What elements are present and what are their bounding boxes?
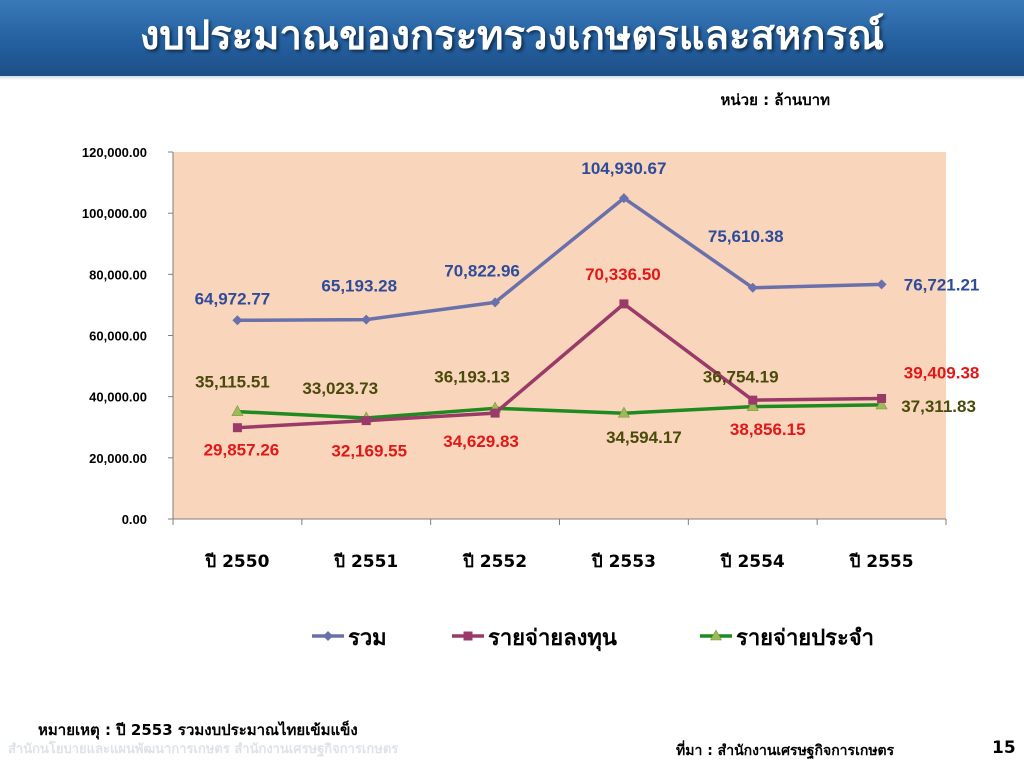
data-point-regular [617, 406, 630, 418]
data-label: 36,193.13 [434, 367, 510, 386]
y-tick-label: 80,000.00 [89, 267, 147, 282]
legend-marker [463, 631, 473, 641]
data-labels-regular: 35,115.51 33,023.73 36,193.13 34,594.17 36,7… [195, 367, 976, 447]
page-number: 15 [992, 738, 1016, 758]
legend-label: รวม [348, 626, 387, 651]
data-point-total [618, 193, 629, 204]
data-point-investment [619, 299, 629, 309]
data-label: 34,629.83 [443, 432, 519, 451]
data-point-regular [746, 399, 759, 411]
x-tick-label: ปี 2553 [591, 551, 656, 572]
data-label: 35,115.51 [195, 373, 270, 392]
data-label: 75,610.38 [708, 227, 784, 246]
data-label: 76,721.21 [904, 275, 980, 294]
unit-label: หน่วย : ล้านบาท [720, 91, 831, 109]
x-tick-label: ปี 2554 [720, 551, 785, 572]
data-label: 33,023.73 [302, 379, 378, 398]
data-label: 34,594.17 [606, 428, 682, 447]
data-labels-investment: 29,857.26 32,169.55 34,629.83 70,336.50 38,8… [204, 265, 980, 461]
legend-item-investment: รายจ่ายลงทุน [452, 626, 617, 652]
data-label: 70,822.96 [444, 261, 520, 280]
legend-item-total: รวม [312, 626, 387, 651]
series-total [232, 193, 887, 326]
data-label: 37,311.83 [901, 397, 976, 416]
data-point-total [876, 279, 887, 290]
slide-title: งบประมาณของกระทรวงเกษตรและสหกรณ์ [139, 13, 885, 59]
data-point-investment [232, 423, 242, 433]
data-label: 38,856.15 [730, 420, 806, 439]
data-point-total [361, 314, 372, 325]
y-tick-label: 100,000.00 [82, 206, 147, 221]
data-point-investment [490, 408, 500, 418]
legend-item-regular: รายจ่ายประจำ [700, 626, 874, 651]
x-tick-label: ปี 2555 [849, 551, 914, 572]
title-banner: งบประมาณของกระทรวงเกษตรและสหกรณ์ [0, 0, 1024, 76]
data-point-regular [231, 404, 244, 416]
legend-marker [323, 631, 333, 641]
y-tick-label: 20,000.00 [89, 451, 147, 466]
y-tick-label: 60,000.00 [89, 329, 147, 344]
data-label: 104,930.67 [581, 159, 666, 178]
legend-marker [709, 629, 723, 641]
data-labels-total: 64,972.77 65,193.28 70,822.96 104,930.67 75,… [195, 159, 980, 308]
x-tick-label: ปี 2552 [462, 551, 527, 572]
data-point-total [747, 282, 758, 293]
data-label: 32,169.55 [331, 442, 407, 461]
data-point-investment [877, 393, 887, 403]
x-tick-label: ปี 2550 [205, 551, 270, 572]
title-divider [0, 76, 1024, 80]
data-point-total [490, 297, 501, 308]
y-tick-label: 40,000.00 [89, 390, 147, 405]
y-tick-label: 120,000.00 [82, 145, 147, 160]
series-investment [232, 299, 887, 433]
data-point-investment [361, 416, 371, 426]
series-line-total [237, 196, 882, 323]
legend: รวม รายจ่ายลงทุน รายจ่ายประจำ [312, 626, 874, 652]
data-point-investment [748, 395, 758, 405]
plot-area [173, 152, 946, 519]
data-point-regular [875, 398, 888, 410]
series-line-regular [237, 403, 882, 420]
y-tick-label: 0.00 [122, 512, 147, 527]
data-label: 36,754.19 [703, 368, 779, 387]
data-point-total [232, 315, 243, 326]
watermark: สำนักนโยบายและแผนพัฒนาการเกษตร สำนักงานเ… [8, 742, 399, 757]
data-label: 70,336.50 [585, 265, 661, 284]
data-label: 29,857.26 [204, 441, 280, 460]
x-tick-label: ปี 2551 [333, 551, 398, 572]
series-line-investment [237, 302, 882, 430]
data-label: 64,972.77 [195, 289, 271, 308]
legend-label: รายจ่ายประจำ [736, 626, 874, 651]
legend-label: รายจ่ายลงทุน [488, 626, 617, 652]
source-note: ที่มา : สำนักงานเศรษฐกิจการเกษตร [676, 743, 895, 759]
data-label: 39,409.38 [904, 363, 980, 382]
data-label: 65,193.28 [321, 277, 397, 296]
footnote: หมายเหตุ : ปี 2553 รวมงบประมาณไทยเข้มแข็… [38, 721, 358, 739]
